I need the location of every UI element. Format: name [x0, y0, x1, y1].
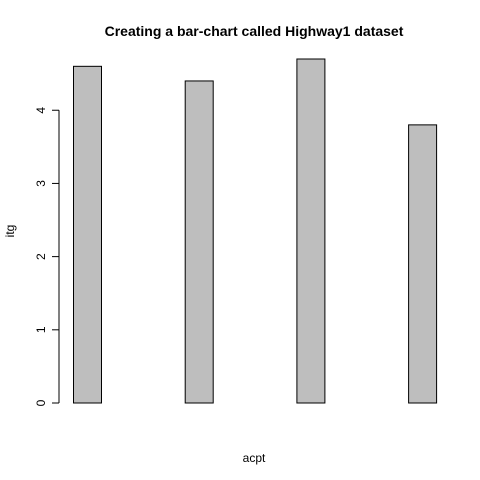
chart-title: Creating a bar-chart called Highway1 dat…	[105, 23, 404, 39]
y-tick-label: 2	[34, 253, 48, 260]
y-axis: 0 1 2 3 4	[34, 107, 60, 406]
x-axis-label: acpt	[243, 451, 266, 465]
bars-group	[73, 58, 438, 404]
bar-2	[184, 80, 214, 404]
y-tick-label: 3	[34, 180, 48, 187]
y-tick-label: 4	[34, 107, 48, 114]
y-axis-label: itg	[3, 225, 17, 238]
bar-1	[73, 65, 102, 404]
y-tick-label: 1	[34, 326, 48, 333]
bar-3	[296, 58, 326, 404]
y-tick-label: 0	[34, 399, 48, 406]
bar-4	[408, 124, 438, 404]
